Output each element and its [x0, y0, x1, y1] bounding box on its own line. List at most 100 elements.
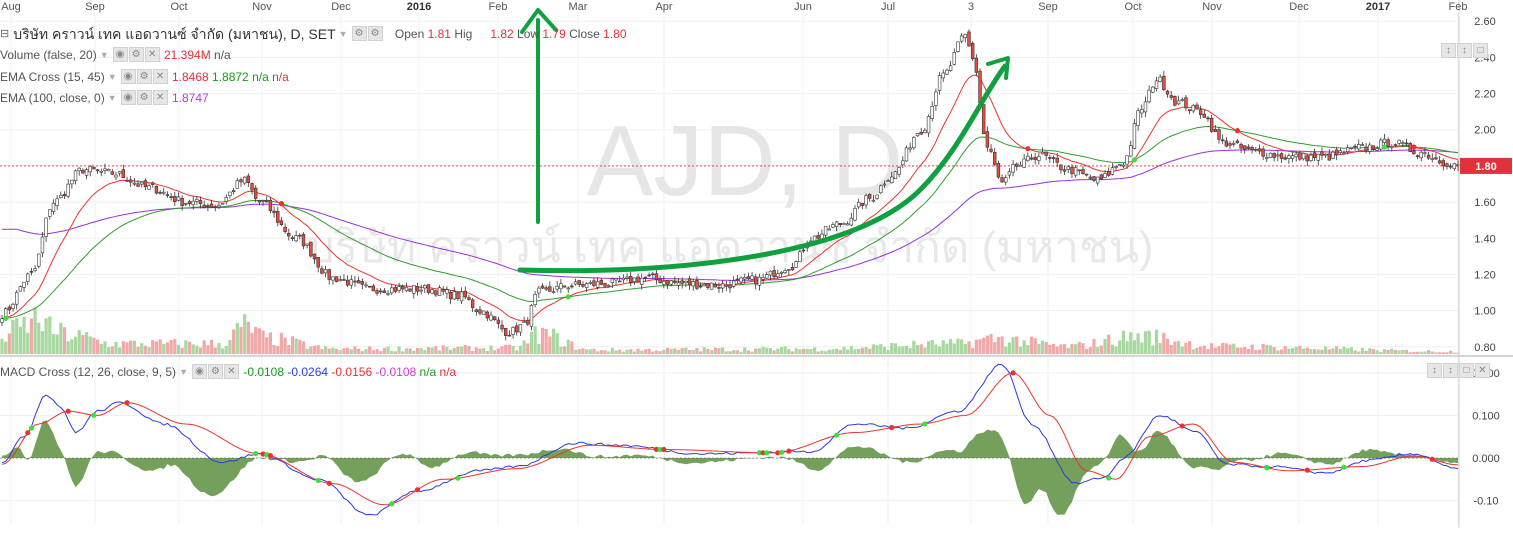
candle-down: [1217, 129, 1221, 140]
volume-bar: [1261, 343, 1265, 354]
candle-up: [106, 169, 111, 172]
candle-down: [1353, 145, 1357, 148]
candle-down: [301, 233, 306, 247]
candle-up: [242, 176, 247, 184]
volume-bar: [937, 346, 942, 354]
chevron-down-icon[interactable]: ▼: [99, 49, 109, 60]
volume-bar: [1048, 344, 1052, 354]
candle-down: [1209, 117, 1214, 132]
settings-icon[interactable]: ⚙: [136, 90, 152, 106]
volume-bar: [147, 347, 151, 354]
volume-bar: [912, 340, 916, 354]
volume-bar: [1176, 341, 1181, 354]
volume-bar: [996, 337, 1001, 354]
volume-bar: [956, 338, 960, 354]
settings-icon[interactable]: ⚙: [136, 69, 152, 85]
volume-bar: [1324, 346, 1328, 354]
close-icon[interactable]: ✕: [1475, 363, 1490, 379]
candle-down: [382, 290, 387, 294]
settings-icon[interactable]: ⚙: [351, 26, 367, 42]
candle-up: [73, 170, 78, 182]
volume-bar: [1423, 351, 1427, 354]
volume-bar: [1379, 351, 1383, 354]
volume-bar: [864, 346, 868, 354]
chevron-down-icon[interactable]: ▼: [107, 92, 117, 103]
candle-down: [1088, 176, 1093, 179]
candle-down: [81, 169, 85, 174]
close-icon[interactable]: ✕: [152, 90, 168, 106]
candle-up: [941, 72, 945, 79]
chevron-down-icon[interactable]: ▼: [179, 366, 188, 377]
macd-bear-marker: [124, 400, 130, 406]
arrow-up-icon[interactable]: ↕: [1427, 363, 1442, 379]
candle-down: [636, 276, 640, 283]
chevron-down-icon[interactable]: ▼: [338, 28, 348, 39]
volume-bar: [40, 331, 45, 354]
candle-down: [206, 205, 210, 207]
maximize-icon[interactable]: □: [1459, 363, 1474, 379]
arrow-up-icon[interactable]: ↕: [1441, 43, 1456, 59]
volume-bar: [415, 347, 420, 354]
format-icon[interactable]: ⚙: [367, 26, 383, 42]
close-icon[interactable]: ✕: [152, 69, 168, 85]
volume-bar: [971, 348, 975, 354]
volume-bar: [482, 348, 486, 354]
volume-bar: [717, 348, 721, 354]
candle-down: [470, 299, 475, 308]
signal-line: [1, 372, 1459, 506]
volume-bar: [430, 347, 434, 354]
settings-icon[interactable]: ⚙: [207, 364, 223, 380]
candle-up: [114, 174, 118, 178]
volume-bar: [533, 326, 537, 354]
candle-up: [963, 33, 968, 39]
maximize-icon[interactable]: □: [1473, 43, 1488, 59]
x-tick-label: Feb: [1449, 1, 1468, 13]
volume-bar: [500, 346, 504, 354]
arrow-down-icon[interactable]: ↕: [1443, 363, 1458, 379]
macd-v4: -0.0108: [375, 364, 417, 379]
candle-down: [209, 203, 214, 208]
candle-down: [434, 290, 438, 296]
eye-icon[interactable]: ◉: [112, 47, 128, 63]
candle-down: [665, 280, 670, 285]
candle-down: [1437, 160, 1442, 164]
candle-up: [1342, 152, 1346, 155]
volume-bar: [647, 348, 651, 354]
macd-bear-marker: [1304, 467, 1310, 473]
candle-down: [651, 273, 655, 276]
candle-up: [228, 191, 232, 197]
candle-down: [298, 234, 302, 237]
candle-up: [1125, 155, 1129, 165]
arrow-down-icon[interactable]: ↕: [1457, 43, 1472, 59]
volume-bar: [1026, 345, 1030, 354]
candle-down: [165, 194, 170, 196]
x-tick-label: Mar: [569, 1, 588, 13]
settings-icon[interactable]: ⚙: [128, 47, 144, 63]
eye-icon[interactable]: ◉: [120, 90, 136, 106]
volume-bar: [1386, 349, 1390, 354]
vertical-arrowhead: [520, 8, 558, 34]
candle-down: [1198, 109, 1203, 115]
candle-down: [272, 210, 276, 214]
header-legend: ⊟ บริษัท คราวน์ เทค แอดวานซ์ จำกัด (มหาชน…: [0, 25, 627, 42]
candle-up: [845, 223, 850, 226]
macd-bull-marker: [1341, 464, 1347, 470]
candle-up: [1154, 80, 1159, 89]
eye-icon[interactable]: ◉: [191, 364, 207, 380]
candle-down: [1441, 160, 1445, 167]
volume-bar: [349, 349, 353, 354]
volume-bar: [765, 347, 769, 354]
collapse-icon[interactable]: ⊟: [0, 27, 10, 40]
candle-down: [356, 280, 361, 284]
volume-bar: [243, 314, 247, 354]
candle-up: [481, 310, 486, 315]
close-icon[interactable]: ✕: [144, 47, 160, 63]
eye-icon[interactable]: ◉: [120, 69, 136, 85]
candle-up: [390, 287, 394, 294]
close-icon[interactable]: ✕: [223, 364, 239, 380]
candle-down: [680, 280, 684, 284]
candle-down: [515, 325, 519, 333]
chevron-down-icon[interactable]: ▼: [107, 71, 117, 82]
candle-up: [26, 273, 30, 282]
